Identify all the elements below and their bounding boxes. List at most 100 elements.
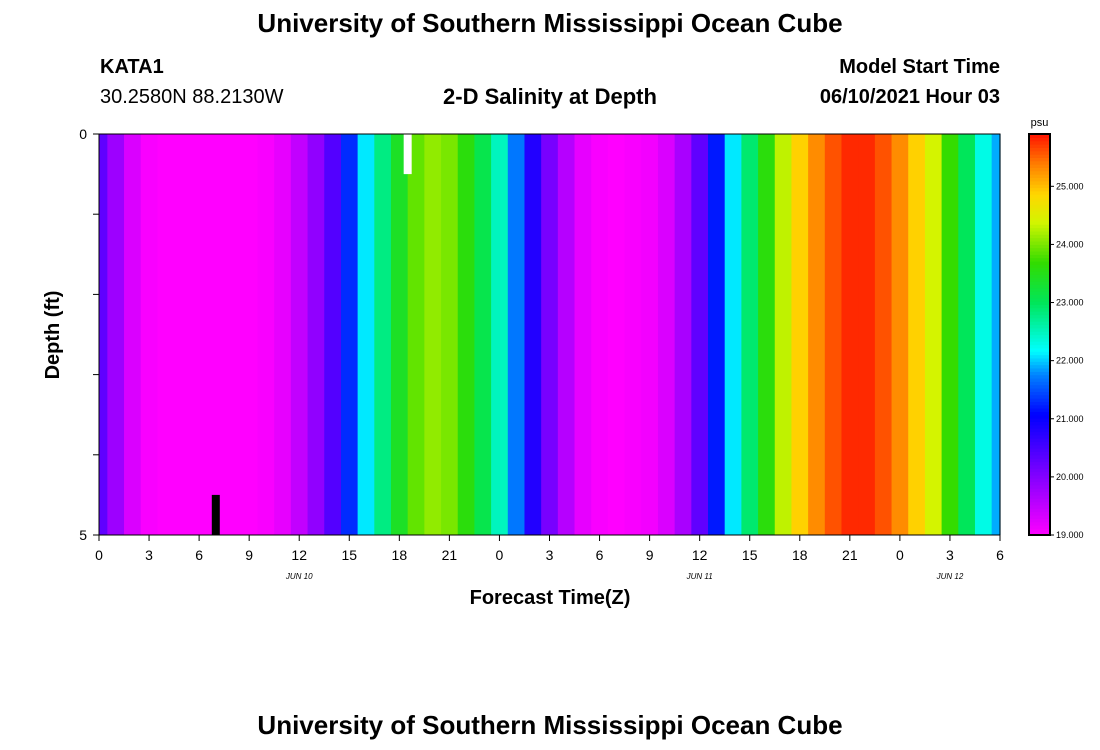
heatmap-cell: [190, 134, 209, 535]
colorbar-band: [1029, 488, 1050, 493]
date-label: JUN 10: [285, 572, 313, 581]
chart-markers: [211, 134, 412, 535]
heatmap-cell: [424, 134, 442, 535]
observation-marker: [211, 494, 220, 535]
x-tick-label: 3: [946, 547, 954, 563]
colorbar-band: [1029, 354, 1050, 359]
colorbar-tick-label: 20.000: [1056, 472, 1084, 482]
colorbar-band: [1029, 317, 1050, 322]
colorbar-band: [1029, 448, 1050, 453]
heatmap-cell: [390, 134, 409, 535]
colorbar-band: [1029, 321, 1050, 326]
x-tick-label: 12: [291, 547, 307, 563]
colorbar-band: [1029, 461, 1050, 466]
colorbar-band: [1029, 297, 1050, 302]
heatmap-cell: [908, 134, 926, 535]
colorbar-tick-label: 23.000: [1056, 298, 1084, 308]
x-tick-label: 0: [95, 547, 103, 563]
x-tick-label: 9: [646, 547, 654, 563]
colorbar-band: [1029, 180, 1050, 185]
colorbar-band: [1029, 154, 1050, 158]
colorbar-band: [1029, 468, 1050, 473]
colorbar-band: [1029, 194, 1050, 199]
colorbar-band: [1029, 311, 1050, 316]
y-tick-label: 5: [79, 527, 87, 543]
colorbar-band: [1029, 421, 1050, 426]
colorbar-band: [1029, 227, 1050, 232]
heatmap-cell: [624, 134, 642, 535]
heatmap-cell: [240, 134, 259, 535]
heatmap-cell: [824, 134, 843, 535]
x-tick-label: 0: [496, 547, 504, 563]
heatmap-cell: [741, 134, 759, 535]
colorbar-band: [1029, 314, 1050, 319]
colorbar-band: [1029, 387, 1050, 392]
colorbar-band: [1029, 167, 1050, 172]
colorbar-band: [1029, 511, 1050, 516]
y-axis-label: Depth (ft): [42, 291, 64, 380]
colorbar-band: [1029, 267, 1050, 272]
heatmap-cell: [891, 134, 909, 535]
colorbar-band: [1029, 361, 1050, 366]
heatmap-cell: [958, 134, 976, 535]
colorbar-band: [1029, 184, 1050, 189]
colorbar-band: [1029, 281, 1050, 285]
x-tick-label: 0: [896, 547, 904, 563]
heatmap-cell: [808, 134, 826, 535]
date-label: JUN 12: [936, 572, 964, 581]
current-time-marker: [403, 134, 412, 175]
heatmap-cells: [99, 134, 1001, 535]
colorbar-band: [1029, 137, 1050, 142]
colorbar-band: [1029, 504, 1050, 509]
colorbar-band: [1029, 307, 1050, 312]
date-label: JUN 11: [686, 572, 713, 581]
colorbar-band: [1029, 364, 1050, 369]
x-tick-label: 3: [546, 547, 554, 563]
colorbar-band: [1029, 377, 1050, 382]
model-start-label: Model Start Time: [839, 56, 1000, 78]
model-start-value: 06/10/2021 Hour 03: [819, 86, 1000, 108]
colorbar: psu 19.000 20.000 21.000 22.000 23.000 24.000 2…: [1028, 117, 1084, 540]
colorbar-band: [1029, 260, 1050, 265]
x-tick-label: 21: [442, 547, 458, 563]
heatmap-cell: [407, 134, 425, 535]
colorbar-band: [1029, 190, 1050, 195]
colorbar-band: [1029, 140, 1050, 145]
y-tick-label: 0: [79, 126, 87, 142]
heatmap-cell: [574, 134, 592, 535]
heatmap-cell: [657, 134, 676, 535]
x-tick-label: 12: [692, 547, 708, 563]
colorbar-band: [1029, 401, 1050, 406]
colorbar-band: [1029, 464, 1050, 469]
colorbar-band: [1029, 174, 1050, 179]
colorbar-band: [1029, 501, 1050, 506]
colorbar-band: [1029, 337, 1050, 342]
colorbar-band: [1029, 334, 1050, 339]
colorbar-band: [1029, 164, 1050, 169]
heatmap-cell: [724, 134, 742, 535]
colorbar-band: [1029, 204, 1050, 209]
colorbar-band: [1029, 514, 1050, 519]
heatmap-cell: [674, 134, 692, 535]
colorbar-band: [1029, 371, 1050, 376]
colorbar-band: [1029, 414, 1050, 419]
heatmap-cell: [708, 134, 726, 535]
x-tick-label: 3: [145, 547, 153, 563]
colorbar-band: [1029, 327, 1050, 332]
colorbar-tick-label: 22.000: [1056, 356, 1084, 366]
footer-title: University of Southern Mississippi Ocean…: [257, 710, 843, 740]
heatmap-cell: [791, 134, 809, 535]
colorbar-band: [1029, 367, 1050, 372]
colorbar-band: [1029, 240, 1050, 245]
colorbar-band: [1029, 431, 1050, 436]
colorbar-band: [1029, 294, 1050, 299]
heatmap-cell: [524, 134, 542, 535]
heatmap-cell: [274, 134, 292, 535]
x-tick-label: 18: [792, 547, 808, 563]
heatmap-cell: [257, 134, 275, 535]
colorbar-band: [1029, 277, 1050, 282]
colorbar-band: [1029, 411, 1050, 416]
heatmap-cell: [491, 134, 509, 535]
chart-subtitle: 2-D Salinity at Depth: [443, 84, 657, 109]
x-tick-label: 9: [245, 547, 253, 563]
